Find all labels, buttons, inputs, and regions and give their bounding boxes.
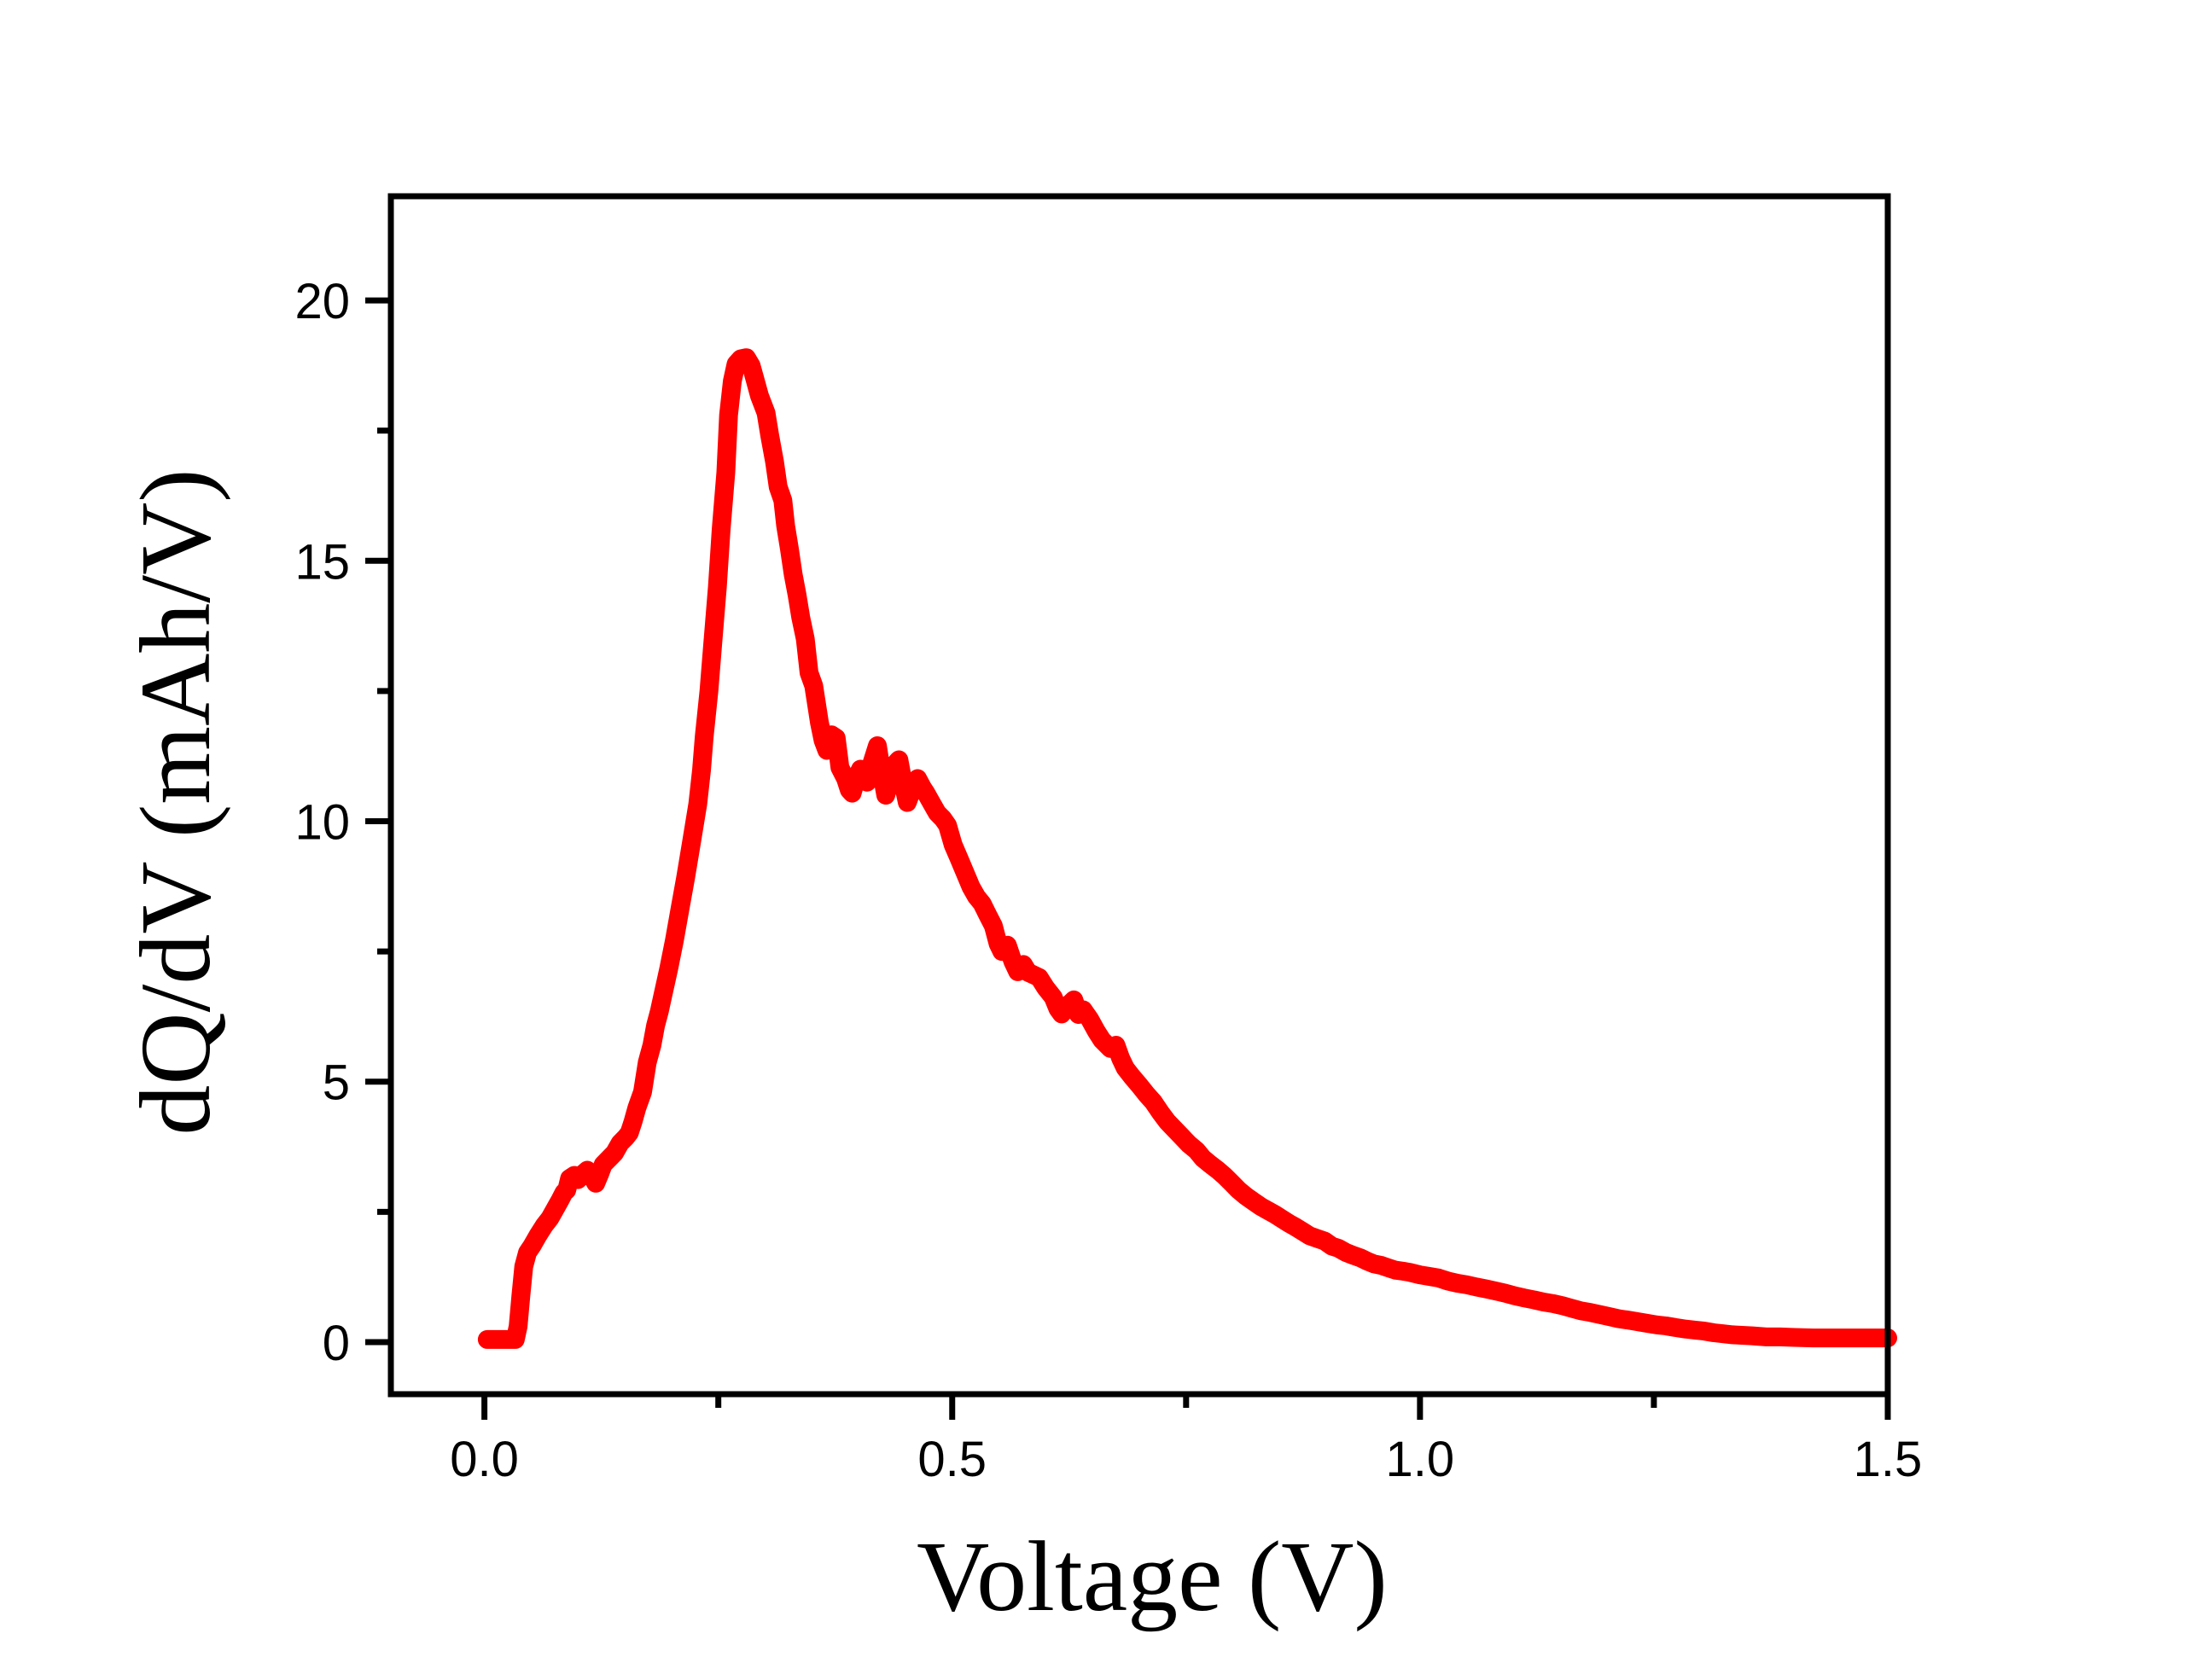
y-tick-label: 15 [294, 534, 350, 590]
y-tick-label: 0 [323, 1316, 350, 1371]
axes-frame-group [387, 193, 1891, 1398]
y-tick-label: 10 [294, 795, 350, 851]
x-tick-label: 0.0 [450, 1432, 519, 1487]
curve-line [477, 348, 1897, 1349]
x-axis-title: Voltage (V) [917, 1520, 1388, 1632]
y-tick-label: 5 [323, 1055, 350, 1111]
x-tick-label: 1.5 [1854, 1432, 1923, 1487]
x-tick-label: 1.0 [1386, 1432, 1455, 1487]
tick-label-group: 0.0 0.5 1.0 1.5 0 5 10 15 20 [294, 274, 1922, 1487]
y-axis-title: dQ/dV (mAh/V) [119, 468, 231, 1135]
plot-frame [387, 193, 1891, 1398]
x-tick-label: 0.5 [917, 1432, 987, 1487]
curve-group [477, 348, 1897, 1349]
tick-group [365, 297, 1891, 1420]
y-tick-label: 20 [294, 274, 350, 329]
